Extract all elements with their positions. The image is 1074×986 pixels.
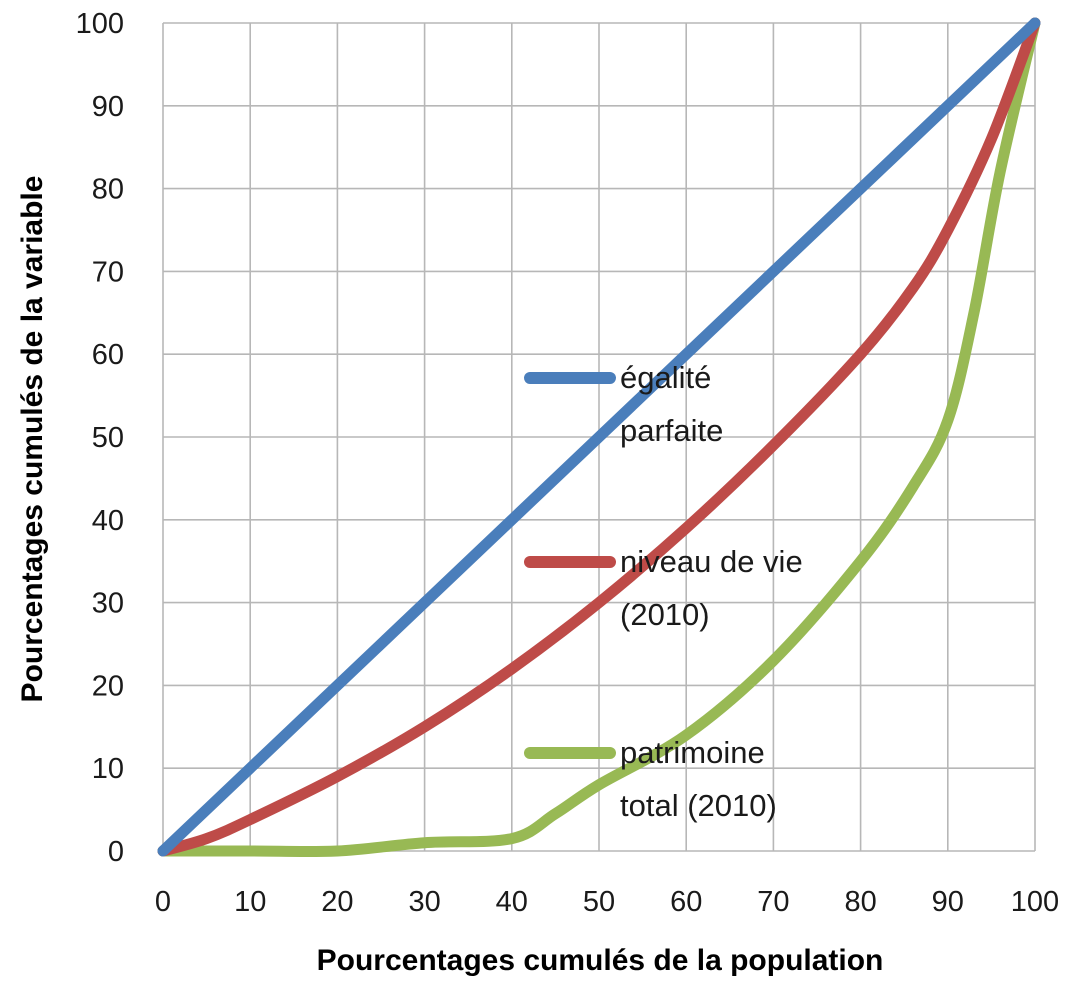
line-patrimoine-total	[157, 17, 1041, 858]
y-tick-label: 70	[92, 256, 124, 288]
legend-label: (2010)	[620, 597, 710, 632]
x-tick-label: 20	[321, 886, 353, 918]
x-tick-label: 60	[670, 886, 702, 918]
x-tick-label: 50	[583, 886, 615, 918]
y-tick-label: 50	[92, 422, 124, 454]
y-tick-label: 60	[92, 339, 124, 371]
series-lines	[157, 17, 1041, 858]
line-niveau-de-vie	[157, 17, 1041, 857]
x-tick-label: 100	[1011, 886, 1059, 918]
legend-item-niveau-de-vie: niveau de vie (2010)	[524, 544, 803, 632]
legend-label: niveau de vie	[620, 544, 803, 579]
legend-label: total (2010)	[620, 788, 777, 823]
y-tick-label: 20	[92, 670, 124, 702]
grid-lines	[162, 22, 1036, 852]
legend-item-patrimoine-total: patrimoine total (2010)	[524, 735, 777, 823]
axis-ticks: 0 10 20 30 40 50 60 70 80 90 100 0 10 20 30 40 50 60 70 80 9…	[76, 8, 1060, 918]
legend-label: patrimoine	[620, 735, 765, 770]
x-tick-label: 70	[757, 886, 789, 918]
x-tick-label: 80	[844, 886, 876, 918]
x-tick-label: 40	[496, 886, 528, 918]
y-axis-title: Pourcentages cumulés de la variable	[16, 176, 49, 703]
x-tick-label: 90	[932, 886, 964, 918]
legend-label: parfaite	[620, 413, 723, 448]
legend-item-egalite-parfaite: égalité parfaite	[524, 360, 723, 448]
y-tick-label: 0	[108, 836, 124, 868]
x-tick-label: 30	[408, 886, 440, 918]
line-egalite-parfaite	[157, 17, 1041, 857]
y-tick-label: 100	[76, 8, 124, 40]
y-tick-label: 80	[92, 174, 124, 206]
legend-label: égalité	[620, 360, 711, 395]
y-tick-label: 40	[92, 505, 124, 537]
y-tick-label: 90	[92, 91, 124, 123]
legend: égalité parfaite niveau de vie (2010) patrim…	[524, 360, 803, 823]
y-tick-label: 30	[92, 588, 124, 620]
x-tick-label: 10	[234, 886, 266, 918]
x-tick-label: 0	[155, 886, 171, 918]
y-tick-label: 10	[92, 753, 124, 785]
x-axis-title: Pourcentages cumulés de la population	[317, 944, 884, 977]
